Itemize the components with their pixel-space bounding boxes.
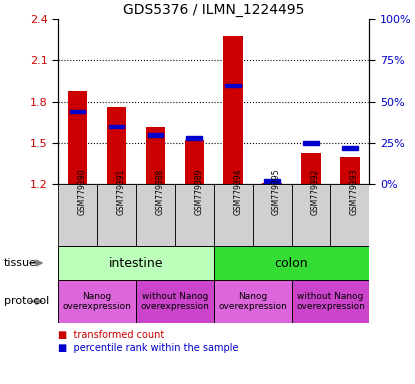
Bar [292,280,369,323]
Bar [109,125,124,128]
Bar [214,280,292,323]
Bar [342,146,358,150]
Bar [68,91,87,184]
Bar [175,184,214,246]
Text: without Nanog
overexpression: without Nanog overexpression [296,292,365,311]
Text: tissue: tissue [4,258,37,268]
Text: GSM779388: GSM779388 [155,169,164,215]
Bar [58,184,97,246]
Text: GSM779394: GSM779394 [233,169,242,215]
Bar [214,246,369,280]
Text: GSM779391: GSM779391 [117,169,125,215]
Text: protocol: protocol [4,296,49,306]
Bar [58,280,136,323]
Bar [97,184,136,246]
Text: colon: colon [275,257,308,270]
Text: ■  percentile rank within the sample: ■ percentile rank within the sample [58,343,239,353]
Bar [291,184,330,246]
Bar [253,184,292,246]
Bar [223,36,243,184]
Text: GSM779392: GSM779392 [311,169,320,215]
Bar [146,126,165,184]
Bar [186,136,202,140]
Bar [70,110,85,113]
Bar [136,280,214,323]
Bar [58,246,214,280]
Bar [214,184,253,246]
Text: GSM779389: GSM779389 [194,169,203,215]
Bar [185,140,204,184]
Bar [340,157,360,184]
Bar [262,183,282,184]
Text: intestine: intestine [109,257,163,270]
Text: GSM779393: GSM779393 [350,169,359,215]
Bar [330,184,369,246]
Bar [264,179,280,183]
Text: Nanog
overexpression: Nanog overexpression [63,292,132,311]
Bar [136,184,175,246]
Bar [107,107,126,184]
Bar [148,133,163,136]
Text: without Nanog
overexpression: without Nanog overexpression [140,292,209,311]
Bar [301,153,321,184]
Text: Nanog
overexpression: Nanog overexpression [218,292,287,311]
Text: ■  transformed count: ■ transformed count [58,330,164,340]
Text: GSM779395: GSM779395 [272,169,281,215]
Bar [303,141,319,145]
Title: GDS5376 / ILMN_1224495: GDS5376 / ILMN_1224495 [123,3,305,17]
Text: GSM779390: GSM779390 [78,169,87,215]
Bar [225,84,241,87]
